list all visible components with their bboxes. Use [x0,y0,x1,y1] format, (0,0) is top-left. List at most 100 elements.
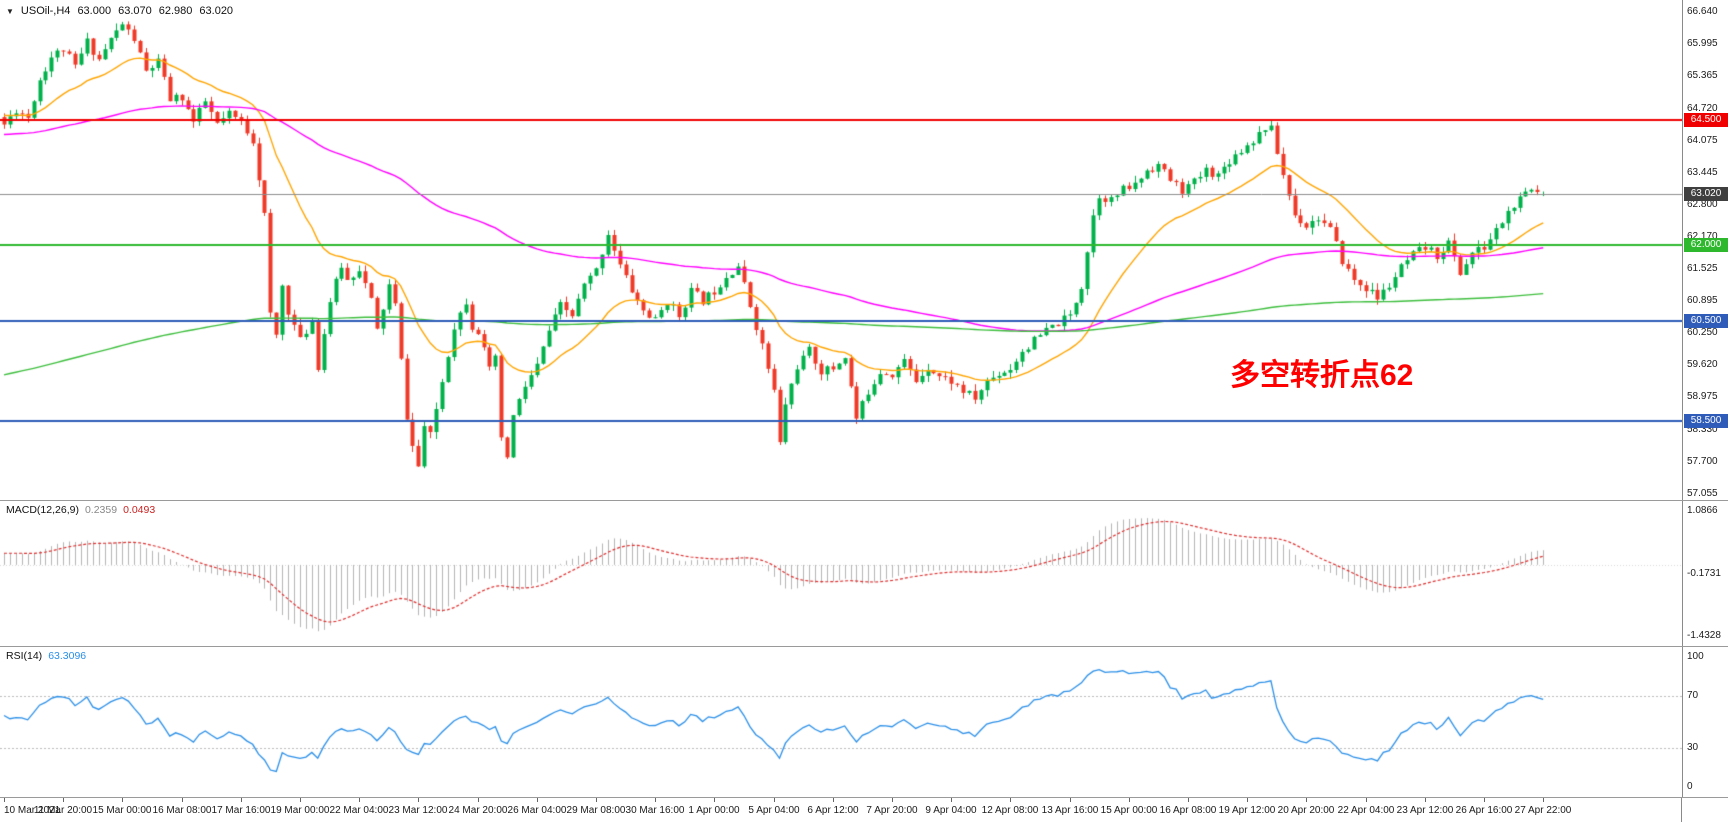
time-axis-label: 24 Mar 20:00 [448,805,508,816]
price-axis-label: 59.620 [1687,359,1718,370]
time-tick [537,798,538,802]
time-axis-label: 19 Apr 12:00 [1218,805,1276,816]
price-axis-label: 65.995 [1687,38,1718,49]
time-tick [241,798,242,802]
time-tick [774,798,775,802]
time-axis-label: 11 Mar 20:00 [33,805,93,816]
time-tick [1010,798,1011,802]
time-axis-label: 19 Mar 00:00 [270,805,330,816]
time-axis-label: 16 Mar 08:00 [152,805,212,816]
rsi-axis-label: 100 [1687,651,1704,662]
time-axis-label: 9 Apr 04:00 [925,805,977,816]
price-axis-label: 60.250 [1687,327,1718,338]
rsi-axis[interactable]: 100 70 30 0 [1682,647,1728,797]
macd-signal-value: 0.0493 [123,504,156,516]
time-axis-label: 6 Apr 12:00 [807,805,859,816]
macd-axis[interactable]: 1.0866 -0.1731 -1.4328 [1682,501,1728,646]
quote-open: 63.000 [77,5,112,17]
rsi-axis-label: 30 [1687,742,1699,753]
time-axis-label: 26 Apr 16:00 [1455,805,1513,816]
price-axis[interactable]: 66.640 65.995 65.365 64.720 64.075 63.445 62.8… [1682,0,1728,500]
time-tick [300,798,301,802]
price-axis-label: 58.975 [1687,391,1718,402]
time-tick [1425,798,1426,802]
time-tick [655,798,656,802]
symbol-timeframe-label: USOil-,H4 [20,5,71,17]
price-axis-label: 57.055 [1687,488,1718,499]
chart-annotation-text[interactable]: 多空转折点62 [1230,359,1414,392]
time-axis[interactable]: 10 Mar 2021 11 Mar 20:00 15 Mar 00:00 16 Ma… [0,798,1728,822]
time-axis-label: 20 Apr 20:00 [1277,805,1335,816]
rsi-value: 63.3096 [48,650,87,662]
macd-axis-label: -0.1731 [1687,568,1721,579]
macd-axis-label: 1.0866 [1687,505,1718,516]
symbol-dropdown-icon[interactable]: ▼ [6,7,14,16]
time-axis-label: 16 Apr 08:00 [1159,805,1217,816]
macd-axis-label: -1.4328 [1687,630,1721,641]
time-axis-label: 17 Mar 16:00 [211,805,271,816]
rsi-label: RSI(14) [6,650,43,662]
rsi-panel: RSI(14) 63.3096 100 70 30 0 [0,647,1728,797]
time-axis-label: 22 Mar 04:00 [329,805,389,816]
time-tick [833,798,834,802]
price-axis-label: 61.525 [1687,263,1718,274]
rsi-header: RSI(14) 63.3096 [6,650,86,662]
price-axis-label: 60.895 [1687,295,1718,306]
panel-splitter[interactable] [0,797,1728,798]
price-axis-label: 57.700 [1687,456,1718,467]
panel-splitter[interactable] [0,500,1728,501]
time-axis-label: 5 Apr 04:00 [748,805,800,816]
quote-low: 62.980 [158,5,193,17]
time-tick [596,798,597,802]
time-axis-label: 15 Mar 00:00 [92,805,152,816]
time-tick [359,798,360,802]
time-axis-label: 12 Apr 08:00 [981,805,1039,816]
rsi-chart-canvas[interactable] [0,647,1682,797]
main-chart-panel: ▼ USOil-,H4 63.000 63.070 62.980 63.020 多空转折点… [0,0,1728,500]
price-axis-label: 64.075 [1687,135,1718,146]
time-tick [892,798,893,802]
price-line-badge: 64.500 [1684,113,1728,127]
time-tick [478,798,479,802]
time-tick [714,798,715,802]
time-axis-label: 1 Apr 00:00 [688,805,740,816]
time-axis-label: 29 Mar 08:00 [566,805,626,816]
time-tick [63,798,64,802]
price-axis-label: 62.800 [1687,199,1718,210]
macd-panel: MACD(12,26,9) 0.2359 0.0493 1.0866 -0.1731 -… [0,501,1728,646]
time-tick [1484,798,1485,802]
price-line-badge: 60.500 [1684,314,1728,328]
macd-chart-canvas[interactable] [0,501,1682,646]
time-tick [418,798,419,802]
time-axis-label: 7 Apr 20:00 [866,805,918,816]
time-tick [1366,798,1367,802]
time-tick [182,798,183,802]
macd-main-value: 0.2359 [84,504,118,516]
candlestick-chart-canvas[interactable] [0,0,1682,500]
quote-high: 63.070 [118,5,152,17]
current-price-badge: 63.020 [1684,187,1728,201]
price-line-badge: 62.000 [1684,238,1728,252]
time-tick [4,798,5,802]
chart-header: ▼ USOil-,H4 63.000 63.070 62.980 63.020 [6,5,233,17]
price-axis-label: 66.640 [1687,6,1718,17]
time-tick [122,798,123,802]
price-axis-label: 58.330 [1687,424,1718,435]
time-axis-label: 30 Mar 16:00 [625,805,685,816]
time-tick [1543,798,1544,802]
macd-header: MACD(12,26,9) 0.2359 0.0493 [6,504,155,516]
panel-splitter[interactable] [0,646,1728,647]
time-tick [1247,798,1248,802]
time-axis-label: 23 Mar 12:00 [388,805,448,816]
time-axis-label: 15 Apr 00:00 [1100,805,1158,816]
time-tick [1070,798,1071,802]
price-axis-label: 65.365 [1687,70,1718,81]
time-axis-label: 10 Mar 2021 [4,805,61,816]
time-tick [951,798,952,802]
time-axis-label: 27 Apr 22:00 [1514,805,1572,816]
price-line-badge: 58.500 [1684,414,1728,428]
quote-close: 63.020 [199,5,234,17]
time-axis-label: 23 Apr 12:00 [1396,805,1454,816]
time-tick [1306,798,1307,802]
